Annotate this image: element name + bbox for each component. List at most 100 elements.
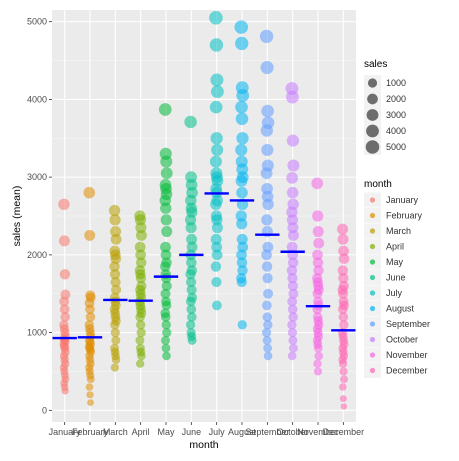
data-point <box>261 261 273 272</box>
data-point <box>160 288 171 299</box>
x-tick-label: November <box>297 427 339 437</box>
color-legend-label: September <box>386 319 430 329</box>
color-legend-label: October <box>386 335 418 345</box>
data-point <box>338 288 349 299</box>
data-point <box>83 186 96 199</box>
data-point <box>287 222 299 234</box>
data-point <box>263 288 274 299</box>
data-point <box>211 249 223 261</box>
data-point <box>260 124 274 137</box>
data-point <box>235 143 248 156</box>
size-legend-symbol <box>367 78 378 88</box>
data-point <box>262 198 274 211</box>
color-legend-symbol <box>369 367 376 374</box>
size-legend: sales 1000 2000 3000 4000 5000 <box>364 59 406 155</box>
data-point <box>160 249 172 261</box>
data-point <box>84 229 96 241</box>
data-point <box>338 312 349 322</box>
data-point <box>313 367 323 376</box>
y-tick-label: 1000 <box>27 328 47 338</box>
data-point <box>60 312 70 322</box>
data-point <box>262 335 272 345</box>
data-point <box>161 320 171 330</box>
size-legend-label: 4000 <box>386 126 406 136</box>
data-point <box>160 155 173 168</box>
x-tick-label: October <box>277 427 309 437</box>
data-point <box>160 214 172 226</box>
color-legend-title: month <box>364 179 392 190</box>
data-point <box>260 167 273 180</box>
data-point <box>135 335 145 345</box>
data-point <box>136 328 146 338</box>
mean-markers <box>52 192 356 340</box>
data-point <box>110 328 120 338</box>
color-legend-symbol <box>369 212 376 219</box>
data-point <box>287 257 299 268</box>
data-point <box>110 276 121 288</box>
color-legend-symbol <box>369 259 376 265</box>
x-tick-label: June <box>182 427 202 437</box>
x-tick-label: December <box>323 427 365 437</box>
data-point <box>337 233 349 245</box>
data-point <box>58 235 70 247</box>
data-point <box>185 269 196 280</box>
data-point <box>339 367 348 376</box>
data-point <box>286 90 299 104</box>
size-legend-label: 2000 <box>386 94 406 104</box>
data-point <box>286 265 298 276</box>
x-tick-label: January <box>49 427 82 437</box>
data-point <box>209 38 224 52</box>
data-point <box>236 276 247 288</box>
size-legend-title: sales <box>364 59 387 70</box>
color-legend: month January February March April May June Ju… <box>364 179 430 378</box>
size-legend-symbol <box>366 109 379 121</box>
data-point <box>162 351 171 361</box>
data-point <box>261 143 274 156</box>
data-point <box>160 312 171 322</box>
size-legend-symbol <box>365 140 380 154</box>
data-point <box>135 359 145 368</box>
data-point <box>186 304 197 315</box>
data-point <box>59 304 70 315</box>
data-point <box>314 351 324 361</box>
data-point <box>261 249 272 261</box>
data-point <box>236 132 249 145</box>
data-point <box>261 300 272 311</box>
data-point <box>211 222 223 234</box>
data-point <box>286 134 300 147</box>
x-tick-label: February <box>72 427 109 437</box>
data-point <box>135 312 145 322</box>
data-point <box>288 312 298 322</box>
x-tick-label: April <box>132 427 150 437</box>
data-point <box>312 288 323 299</box>
data-point <box>236 186 248 199</box>
data-point <box>286 186 299 199</box>
data-point <box>135 249 146 261</box>
data-point <box>261 104 274 118</box>
data-point <box>134 241 146 253</box>
data-point <box>111 335 121 345</box>
data-point <box>312 210 324 222</box>
data-point <box>236 249 247 261</box>
data-point <box>209 10 223 25</box>
data-point <box>237 320 247 330</box>
y-axis-title: sales (mean) <box>11 186 23 247</box>
data-point <box>235 100 248 114</box>
data-point <box>59 296 70 307</box>
data-point <box>210 73 224 87</box>
color-legend-symbol <box>369 290 376 296</box>
x-tick-label: August <box>228 427 257 437</box>
data-point <box>111 355 121 365</box>
data-point <box>58 198 70 211</box>
data-point <box>338 253 350 265</box>
data-point <box>211 143 224 156</box>
data-point <box>109 261 120 272</box>
data-point <box>160 167 173 180</box>
data-point <box>337 223 349 235</box>
data-point <box>235 112 249 126</box>
data-point <box>337 304 348 315</box>
data-point <box>186 284 197 295</box>
data-point <box>237 265 248 276</box>
color-legend-label: July <box>386 288 403 298</box>
data-point <box>161 226 173 238</box>
